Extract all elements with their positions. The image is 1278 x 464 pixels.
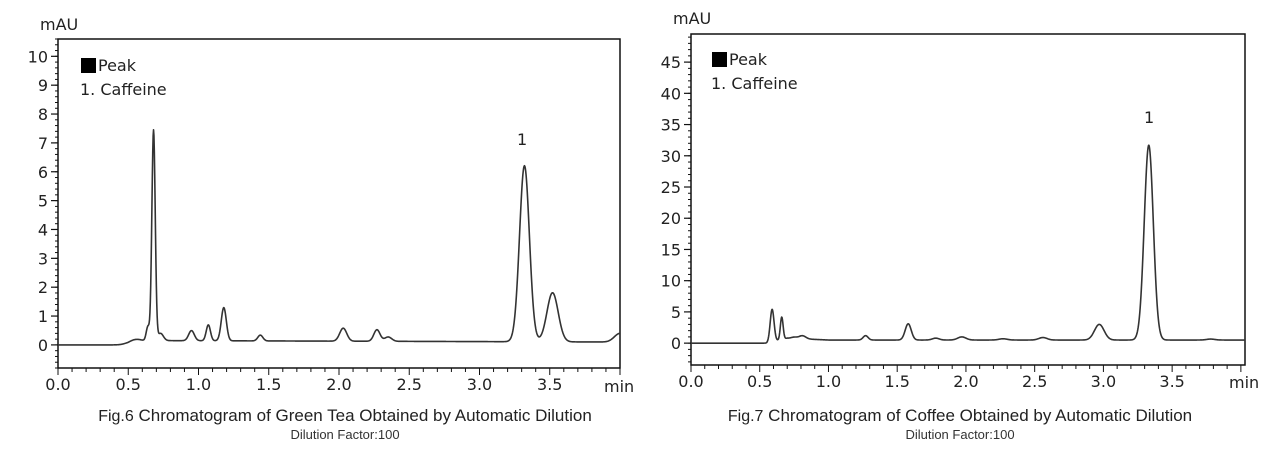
caption-text: Chromatogram of Coffee Obtained by Autom… — [768, 406, 1193, 425]
y-tick-label: 25 — [661, 178, 681, 197]
y-tick-label: 5 — [38, 192, 48, 211]
legend: Peak 1. Caffeine — [80, 56, 167, 99]
x-tick-label: 0.5 — [747, 372, 772, 391]
y-tick-label: 20 — [661, 209, 681, 228]
caption-fig-number: Fig.6 — [98, 408, 134, 425]
x-tick-label: 0.0 — [45, 375, 70, 394]
x-tick-label: 3.5 — [537, 375, 562, 394]
x-tick-label: 1.0 — [816, 372, 841, 391]
figure-coffee: mAU 0 5 10 15 20 25 30 35 40 45 0.0 0.5 1.0 1.5 2.0 2.… — [640, 0, 1278, 464]
y-tick-label: 2 — [38, 278, 48, 297]
y-tick-label: 45 — [661, 53, 681, 72]
y-tick-label: 9 — [38, 76, 48, 95]
legend-title: Peak — [729, 50, 768, 69]
x-axis-unit: min — [604, 377, 634, 396]
x-tick-label: 2.0 — [326, 375, 351, 394]
y-tick-label: 7 — [38, 134, 48, 153]
x-tick-label: 2.5 — [1022, 372, 1047, 391]
y-tick-label: 10 — [661, 272, 681, 291]
caption-text: Chromatogram of Green Tea Obtained by Au… — [138, 406, 592, 425]
chromatogram-trace — [57, 129, 621, 346]
y-axis-label: mAU — [673, 9, 711, 28]
y-tick-label: 1 — [38, 307, 48, 326]
caption-title: Fig.7 Chromatogram of Coffee Obtained by… — [640, 406, 1278, 426]
x-axis: 0.0 0.5 1.0 1.5 2.0 2.5 3.0 3.5 — [678, 365, 1242, 391]
plot-frame — [690, 33, 1246, 366]
caption-subtitle: Dilution Factor:100 — [905, 427, 1015, 442]
x-tick-label: 0.0 — [678, 372, 703, 391]
figure-caption: Fig.7 Chromatogram of Coffee Obtained by… — [640, 406, 1278, 442]
caption-subtitle: Dilution Factor:100 — [290, 427, 400, 442]
chromatogram-coffee: mAU 0 5 10 15 20 25 30 35 40 45 0.0 0.5 1.0 1.5 2.0 2.… — [661, 9, 1260, 392]
y-tick-label: 30 — [661, 147, 681, 166]
y-axis-label: mAU — [40, 15, 78, 34]
x-tick-label: 2.0 — [953, 372, 978, 391]
legend-square-icon — [81, 58, 96, 73]
x-tick-label: 3.5 — [1159, 372, 1184, 391]
legend-entry-caffeine: 1. Caffeine — [80, 80, 167, 99]
legend-entry-caffeine: 1. Caffeine — [711, 74, 798, 93]
caption-title: Fig.6 Chromatogram of Green Tea Obtained… — [0, 406, 690, 426]
y-tick-label: 0 — [671, 334, 681, 353]
y-tick-label: 40 — [661, 84, 681, 103]
peak-label-1: 1 — [1144, 108, 1154, 127]
plot-frame — [57, 38, 621, 369]
x-tick-label: 3.0 — [1091, 372, 1116, 391]
legend: Peak 1. Caffeine — [711, 50, 798, 93]
y-tick-label: 4 — [38, 220, 48, 239]
y-tick-label: 35 — [661, 116, 681, 135]
x-axis-unit: min — [1229, 373, 1259, 392]
x-tick-label: 1.5 — [884, 372, 909, 391]
x-tick-label: 3.0 — [467, 375, 492, 394]
chromatogram-trace — [690, 144, 1246, 344]
y-tick-label: 15 — [661, 240, 681, 259]
figure-caption: Fig.6 Chromatogram of Green Tea Obtained… — [0, 406, 690, 442]
y-axis: 0 5 10 15 20 25 30 35 40 45 — [661, 36, 691, 363]
x-tick-label: 2.5 — [397, 375, 422, 394]
y-tick-label: 0 — [38, 336, 48, 355]
chromatogram-green-tea: mAU 0 1 2 3 4 5 6 7 8 9 10 0.0 0.5 1.0 1.5 2.0 2.5 3.0 3.… — [28, 15, 635, 396]
figure-green-tea: mAU 0 1 2 3 4 5 6 7 8 9 10 0.0 0.5 1.0 1.5 2.0 2.5 3.0 3.… — [28, 15, 635, 442]
legend-title: Peak — [98, 56, 137, 75]
x-tick-label: 1.0 — [186, 375, 211, 394]
y-axis: 0 1 2 3 4 5 6 7 8 9 10 — [28, 38, 58, 369]
caption-fig-number: Fig.7 — [727, 408, 764, 425]
y-tick-label: 6 — [38, 163, 48, 182]
peak-label-1: 1 — [517, 130, 527, 149]
y-tick-label: 10 — [28, 47, 48, 66]
legend-square-icon — [712, 52, 727, 67]
y-tick-label: 3 — [38, 249, 48, 268]
y-tick-label: 8 — [38, 105, 48, 124]
y-tick-label: 5 — [671, 303, 681, 322]
x-tick-label: 1.5 — [256, 375, 281, 394]
x-axis: 0.0 0.5 1.0 1.5 2.0 2.5 3.0 3.5 — [45, 368, 621, 394]
x-tick-label: 0.5 — [116, 375, 141, 394]
